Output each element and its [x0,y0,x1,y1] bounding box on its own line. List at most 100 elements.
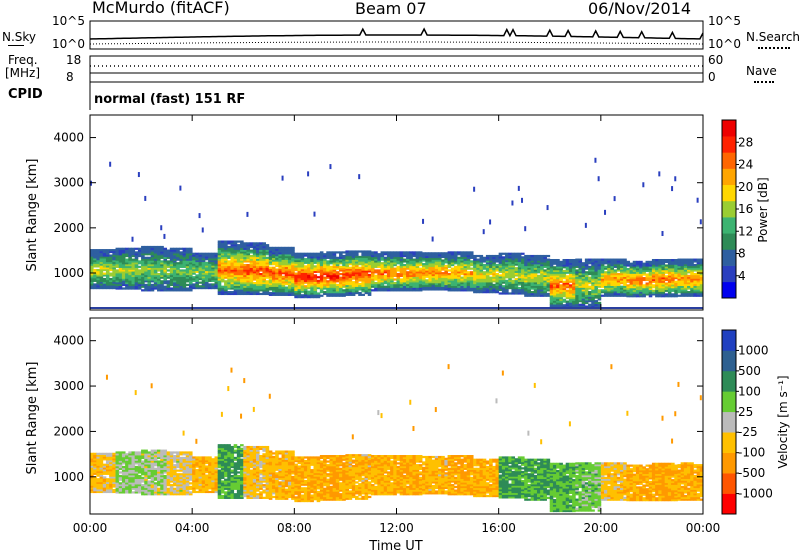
range-gate-cell [524,256,528,259]
range-gate-cell [578,283,583,287]
range-gate-cell [137,484,142,487]
range-gate-cell [307,258,311,261]
range-gate-cell [386,278,391,281]
range-gate-cell [501,272,506,275]
range-gate-cell [141,473,145,476]
range-gate-cell [141,491,145,494]
range-gate-cell [600,289,605,292]
range-gate-cell [90,274,94,277]
range-gate-cell [623,278,627,281]
range-gate-cell [521,267,525,270]
range-gate-cell [498,254,503,257]
range-gate-cell [281,259,286,262]
range-gate-cell [188,269,193,272]
range-gate-cell [96,489,100,492]
range-gate-cell [438,264,442,268]
range-gate-cell [632,286,637,289]
range-gate-cell [489,280,493,283]
range-gate-cell [396,282,401,285]
range-gate-cell [313,292,318,295]
range-gate-cell [546,294,551,297]
range-gate-cell [166,254,171,258]
range-gate-cell [540,276,544,279]
range-gate-cell [463,274,468,277]
range-gate-cell [607,265,611,268]
range-gate-cell [639,260,643,264]
range-gate-cell [594,291,599,294]
range-gate-cell [224,244,228,247]
range-gate-cell [374,256,378,259]
range-gate-cell [447,265,452,268]
range-gate-cell [90,254,94,257]
range-gate-cell [517,263,522,266]
range-gate-cell [275,288,279,291]
range-gate-cell [610,271,615,274]
range-gate-cell [150,453,155,456]
range-gate-cell [524,260,528,263]
range-gate-cell [447,278,452,281]
range-gate-cell [485,282,490,285]
range-gate-cell [112,476,116,479]
range-gate-cell [240,254,244,258]
range-gate-cell [300,277,305,281]
range-gate-cell [671,262,675,265]
range-gate-cell [562,286,567,289]
range-gate-cell [287,284,292,287]
range-gate-cell [546,265,551,268]
range-gate-cell [390,271,394,274]
range-gate-cell [93,463,97,466]
range-gate-cell [137,471,142,474]
range-gate-cell [434,284,439,287]
range-gate-cell [150,253,155,256]
range-gate-cell [220,267,225,270]
range-gate-cell [687,263,691,267]
range-gate-cell [208,268,212,272]
range-gate-cell [291,263,295,266]
range-gate-cell [259,280,263,283]
range-gate-cell [619,287,624,290]
range-gate-cell [208,265,212,268]
range-gate-cell [399,262,404,265]
range-gate-cell [109,281,113,284]
range-gate-cell [374,265,378,268]
range-gate-cell [543,272,547,276]
range-gate-cell [134,455,139,458]
range-gate-cell [683,278,688,281]
range-gate-cell [623,287,627,290]
range-gate-cell [160,247,164,250]
range-gate-cell [492,263,496,267]
range-gate-cell [300,285,305,288]
range-gate-cell [342,271,346,274]
range-gate-cell [639,291,643,294]
range-gate-cell [188,253,193,256]
range-gate-cell [664,278,669,282]
range-gate-cell [409,278,413,281]
range-gate-cell [125,278,129,281]
range-gate-cell [118,272,123,276]
range-gate-cell [259,292,263,296]
range-gate-cell [259,287,263,290]
range-gate-cell [517,283,522,286]
range-gate-cell [549,260,554,264]
range-gate-cell [505,254,509,257]
range-gate-cell [473,260,477,263]
range-gate-cell [335,289,340,292]
range-gate-cell [339,258,343,261]
range-gate-cell [422,277,426,280]
range-gate-cell [354,279,359,282]
range-gate-cell [588,291,592,294]
range-gate-cell [211,265,215,268]
range-gate-cell [147,489,152,492]
range-gate-cell [96,458,100,461]
range-gate-cell [438,263,442,266]
range-gate-cell [297,296,302,299]
range-gate-cell [396,276,401,279]
range-gate-cell [307,259,311,263]
range-gate-cell [134,485,139,489]
range-gate-cell [552,304,557,307]
range-gate-cell [173,283,177,287]
range-gate-cell [112,465,116,468]
range-gate-cell [128,262,132,265]
range-gate-cell [99,259,104,263]
range-gate-cell [275,263,279,266]
